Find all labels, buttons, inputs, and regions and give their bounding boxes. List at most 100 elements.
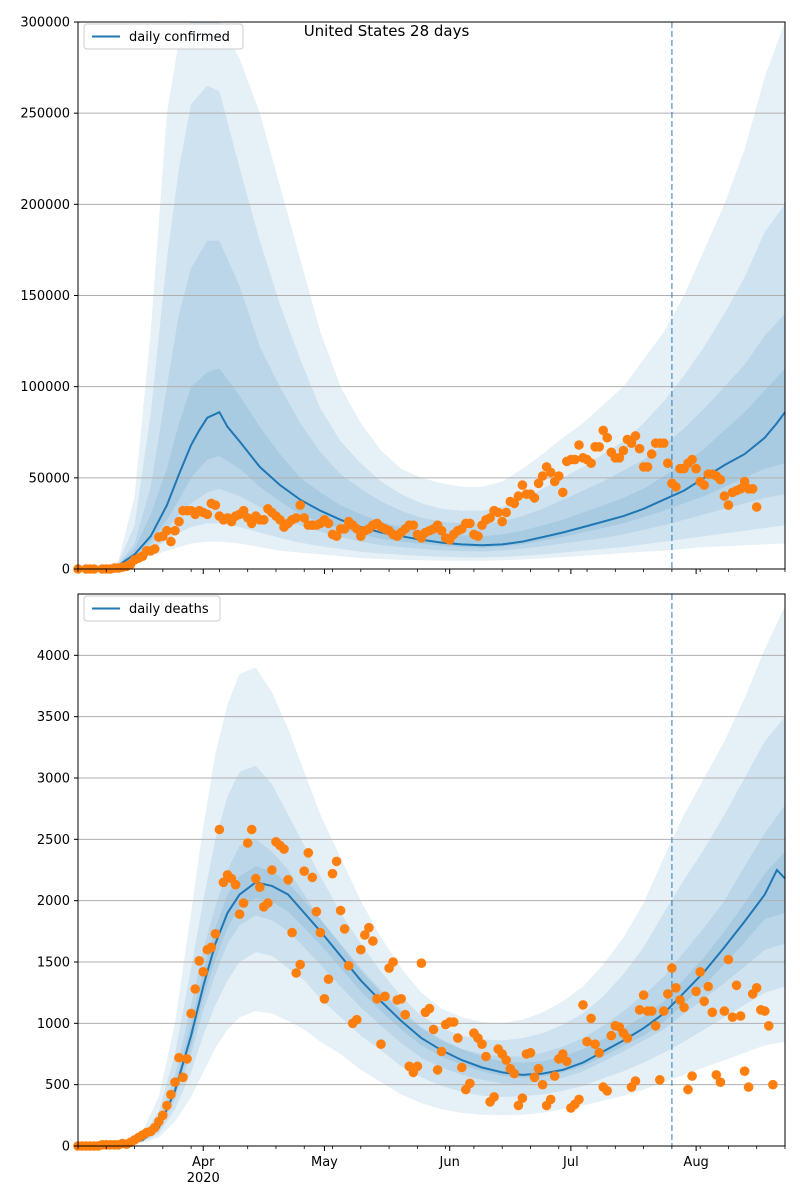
legend-box xyxy=(83,23,244,50)
observed-point xyxy=(719,491,730,501)
observed-point xyxy=(251,873,261,884)
observed-point xyxy=(671,482,681,492)
observed-point xyxy=(327,868,338,879)
observed-point xyxy=(400,1009,411,1020)
band-80pct xyxy=(78,85,785,569)
observed-point xyxy=(291,968,302,978)
observed-point xyxy=(242,838,253,848)
observed-point xyxy=(699,480,709,490)
observed-point xyxy=(719,1006,730,1016)
chart-panel-1: 0 50000 100000 150000 200000 250000 300000 Unit… xyxy=(20,16,786,578)
observed-point xyxy=(558,487,568,498)
observed-point xyxy=(574,1094,584,1105)
observed-point xyxy=(311,906,322,917)
observed-point xyxy=(291,513,302,523)
observed-point xyxy=(735,1011,746,1021)
observed-point xyxy=(376,1039,386,1049)
band-50pct xyxy=(78,240,785,569)
observed-point xyxy=(238,505,249,516)
y-tick-label: 0 xyxy=(62,563,70,578)
observed-point xyxy=(630,431,641,441)
observed-point xyxy=(182,1054,192,1064)
observed-point xyxy=(275,515,285,525)
observed-point xyxy=(691,463,701,474)
y-tick-label: 2000 xyxy=(37,894,70,909)
observed-point xyxy=(513,491,524,501)
observed-point xyxy=(453,1033,463,1043)
observed-point xyxy=(529,493,540,503)
observed-point xyxy=(307,872,318,883)
observed-point xyxy=(178,1072,188,1083)
band-20pct xyxy=(78,368,785,569)
observed-point xyxy=(279,844,289,854)
legend: daily deaths xyxy=(83,595,221,622)
observed-point xyxy=(699,996,709,1007)
observed-point xyxy=(396,994,407,1004)
observed-point xyxy=(497,516,508,527)
observed-point xyxy=(549,1071,560,1081)
observed-point xyxy=(715,474,726,485)
x-tick-label: May xyxy=(311,1155,338,1170)
observed-point xyxy=(238,898,249,908)
observed-point xyxy=(295,959,306,970)
observed-point xyxy=(751,502,762,512)
y-tick-label: 200000 xyxy=(20,198,70,213)
observed-point xyxy=(691,986,701,997)
observed-point xyxy=(295,500,306,511)
observed-point xyxy=(319,994,330,1004)
observed-point xyxy=(501,507,512,518)
observed-point xyxy=(751,983,762,993)
observed-point xyxy=(214,824,225,835)
legend: daily confirmed xyxy=(83,23,244,50)
observed-point xyxy=(509,1068,520,1079)
observed-points xyxy=(73,425,762,574)
observed-point xyxy=(267,865,277,875)
observed-point xyxy=(352,1014,362,1025)
y-tick-label: 150000 xyxy=(20,289,70,304)
observed-point xyxy=(594,1048,604,1058)
observed-point xyxy=(194,956,204,966)
x-tick-label: Apr xyxy=(192,1155,215,1170)
observed-point xyxy=(634,443,645,454)
observed-point xyxy=(210,500,221,511)
observed-point xyxy=(723,954,734,965)
observed-point xyxy=(739,476,750,487)
observed-point xyxy=(760,1006,770,1016)
observed-point xyxy=(529,1072,540,1083)
observed-point xyxy=(663,458,673,469)
observed-point xyxy=(473,531,483,541)
observed-point xyxy=(360,930,370,940)
observed-point xyxy=(590,1039,600,1049)
observed-point xyxy=(594,442,604,452)
observed-point xyxy=(537,1079,548,1090)
observed-point xyxy=(489,1092,499,1102)
observed-point xyxy=(368,936,378,946)
observed-point xyxy=(166,536,176,547)
y-tick-label: 300000 xyxy=(20,16,70,31)
observed-point xyxy=(352,524,362,534)
observed-point xyxy=(679,1002,689,1013)
observed-point xyxy=(254,882,265,892)
observed-point xyxy=(202,509,213,520)
observed-point xyxy=(158,1110,168,1121)
observed-point xyxy=(303,848,314,858)
observed-point xyxy=(739,1066,750,1076)
observed-point xyxy=(465,518,475,529)
observed-point xyxy=(642,462,653,472)
observed-point xyxy=(533,478,544,489)
observed-point xyxy=(299,866,310,876)
band-95pct xyxy=(78,22,785,569)
legend-label: daily deaths xyxy=(129,602,209,617)
x-tick-label: Jul xyxy=(562,1155,579,1170)
observed-point xyxy=(465,1078,475,1089)
observed-point xyxy=(525,1048,536,1058)
observed-point xyxy=(618,445,629,456)
x-tick-sublabel: 2020 xyxy=(187,1171,220,1186)
observed-point xyxy=(218,877,229,888)
observed-point xyxy=(634,1005,645,1015)
y-tick-label: 3500 xyxy=(37,710,70,725)
observed-point xyxy=(659,1006,669,1016)
band-95pct xyxy=(78,606,785,1146)
